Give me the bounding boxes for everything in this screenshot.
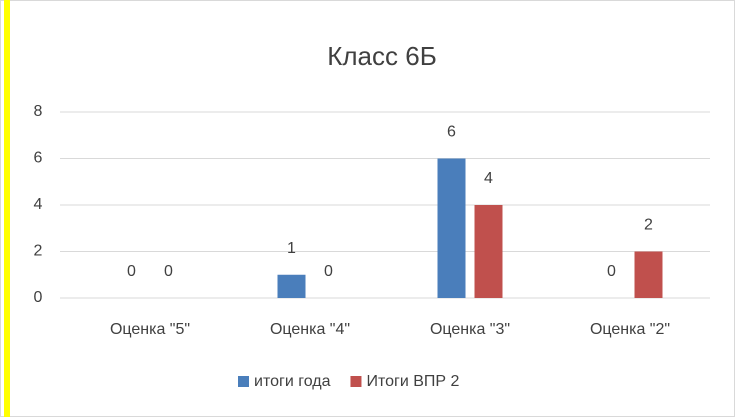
y-tick-label: 6	[34, 150, 43, 167]
x-tick-label: Оценка "4"	[270, 321, 350, 338]
data-label: 2	[644, 217, 653, 234]
y-tick-label: 0	[34, 289, 43, 306]
data-label: 0	[164, 263, 173, 280]
bar	[277, 274, 306, 298]
data-label: 0	[127, 263, 136, 280]
x-tick-label: Оценка "3"	[430, 321, 510, 338]
data-label: 4	[484, 170, 493, 187]
data-label: 0	[324, 263, 333, 280]
x-tick-label: Оценка "5"	[110, 321, 190, 338]
legend-swatch	[238, 376, 249, 387]
y-tick-label: 4	[34, 196, 43, 213]
y-tick-label: 2	[34, 243, 43, 260]
data-label: 0	[607, 263, 616, 280]
left-border	[4, 0, 10, 417]
bar	[634, 251, 663, 298]
y-tick-label: 8	[34, 103, 43, 120]
legend-label: итоги года	[254, 373, 331, 390]
bar	[437, 158, 466, 298]
data-label: 6	[447, 124, 456, 141]
legend-label: Итоги ВПР 2	[366, 373, 459, 390]
data-label: 1	[287, 240, 296, 257]
chart-title: Класс 6Б	[327, 41, 437, 71]
legend-swatch	[350, 376, 362, 387]
bar	[474, 205, 503, 298]
x-tick-label: Оценка "2"	[590, 321, 670, 338]
